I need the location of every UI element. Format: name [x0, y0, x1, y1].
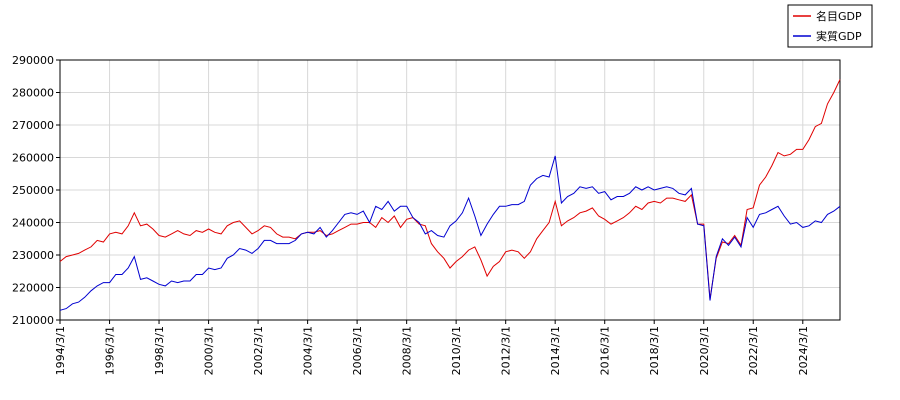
x-tick-label: 2024/3/1 — [797, 326, 810, 375]
x-tick-label: 1996/3/1 — [104, 326, 117, 375]
y-tick-label: 210000 — [12, 314, 54, 327]
x-tick-label: 2008/3/1 — [401, 326, 414, 375]
legend: 名目GDP 実質GDP — [787, 4, 873, 48]
x-tick-label: 2010/3/1 — [450, 326, 463, 375]
x-tick-label: 1994/3/1 — [54, 326, 67, 375]
x-tick-label: 2012/3/1 — [500, 326, 513, 375]
x-tick-label: 1998/3/1 — [153, 326, 166, 375]
series-line — [59, 155, 841, 311]
y-tick-label: 230000 — [12, 249, 54, 262]
y-tick-label: 260000 — [12, 152, 54, 165]
x-tick-label: 2022/3/1 — [747, 326, 760, 375]
x-tick-label: 2018/3/1 — [648, 326, 661, 375]
y-tick-label: 240000 — [12, 217, 54, 230]
legend-label: 名目GDP — [816, 9, 862, 23]
x-tick-label: 2000/3/1 — [203, 326, 216, 375]
y-tick-label: 270000 — [12, 119, 54, 132]
x-tick-label: 2014/3/1 — [549, 326, 562, 375]
x-tick-label: 2002/3/1 — [252, 326, 265, 375]
legend-label: 実質GDP — [816, 29, 862, 43]
x-tick-label: 2004/3/1 — [302, 326, 315, 375]
y-tick-label: 220000 — [12, 282, 54, 295]
x-tick-label: 2016/3/1 — [599, 326, 612, 375]
legend-box — [787, 4, 873, 48]
y-tick-label: 280000 — [12, 87, 54, 100]
y-tick-label: 250000 — [12, 184, 54, 197]
plot-frame — [59, 59, 841, 321]
x-tick-label: 2020/3/1 — [698, 326, 711, 375]
x-tick-label: 2006/3/1 — [351, 326, 364, 375]
y-tick-label: 290000 — [12, 54, 54, 67]
